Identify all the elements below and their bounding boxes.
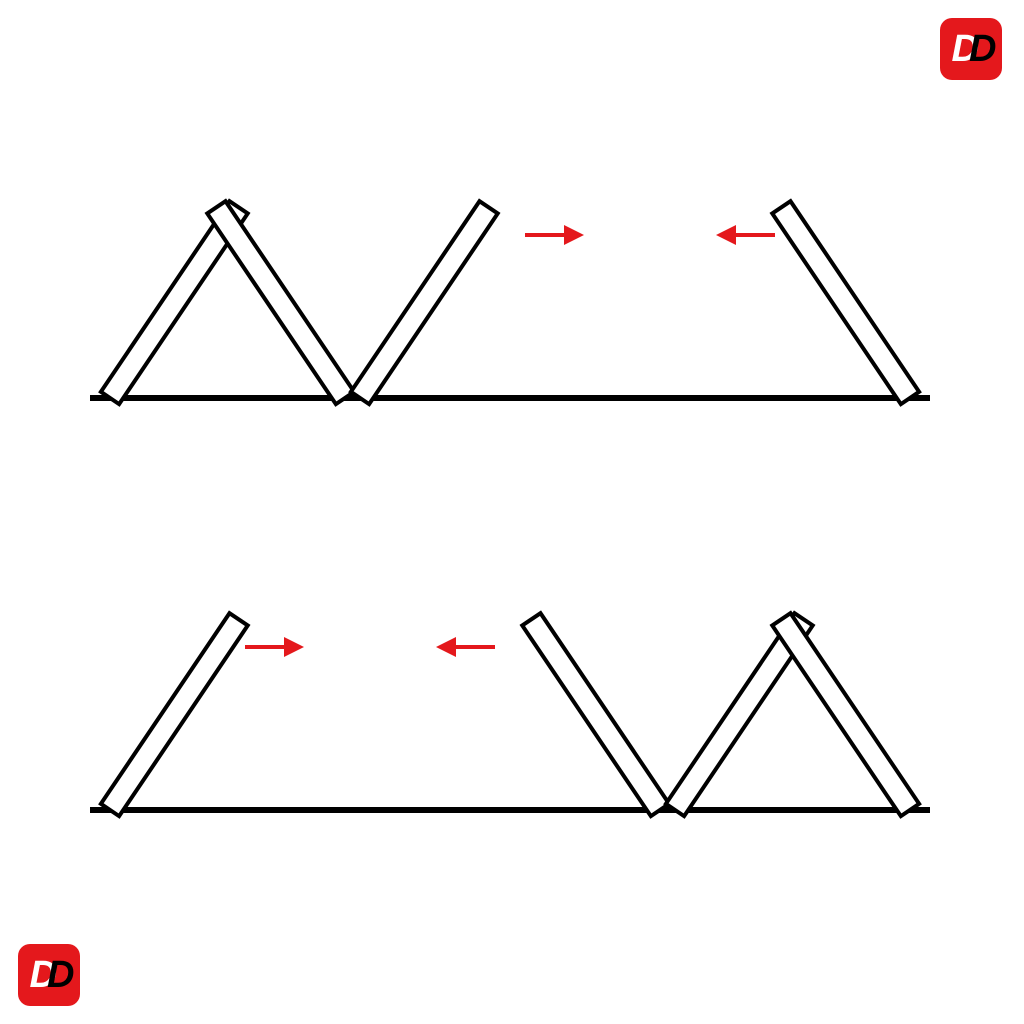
door-panel	[101, 613, 248, 816]
door-panel	[772, 613, 919, 816]
logo-letter-2: D	[969, 30, 990, 68]
logo-letter-2: D	[47, 956, 68, 994]
brand-logo-icon: D D	[940, 18, 1002, 80]
brand-logo-icon: D D	[18, 944, 80, 1006]
diagram-canvas: D D D D	[0, 0, 1024, 1024]
figure-group	[90, 201, 930, 404]
door-panel	[522, 613, 669, 816]
door-panel	[772, 201, 919, 404]
figure-group	[90, 613, 930, 816]
door-panel	[207, 201, 354, 404]
door-panel	[351, 201, 498, 404]
diagram-svg	[0, 0, 1024, 1024]
